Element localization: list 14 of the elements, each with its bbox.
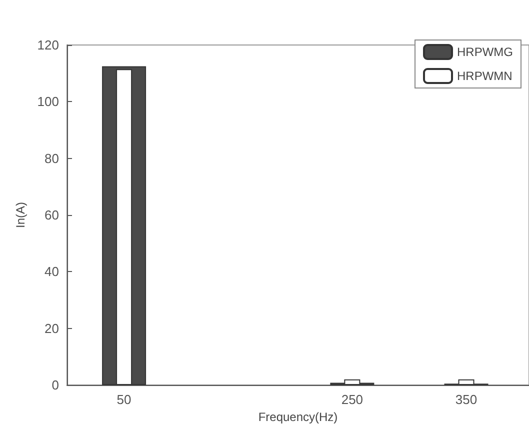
y-tick-label: 40 <box>44 264 59 280</box>
y-axis-title: In(A) <box>13 202 28 228</box>
y-tick-label: 20 <box>44 320 59 336</box>
x-tick-label: 350 <box>455 392 478 407</box>
legend-label: HRPWMG <box>457 45 514 59</box>
x-tick-label: 50 <box>116 392 132 407</box>
y-tick-label: 100 <box>37 94 59 110</box>
y-tick-label: 0 <box>52 378 59 392</box>
y-tick-label: 80 <box>44 150 59 166</box>
y-tick-label: 120 <box>37 38 59 52</box>
x-tick-label: 250 <box>341 392 364 407</box>
legend-label: HRPWMN <box>457 69 512 83</box>
y-tick-label: 60 <box>44 208 59 222</box>
x-axis-title: Frequency(Hz) <box>258 410 338 424</box>
